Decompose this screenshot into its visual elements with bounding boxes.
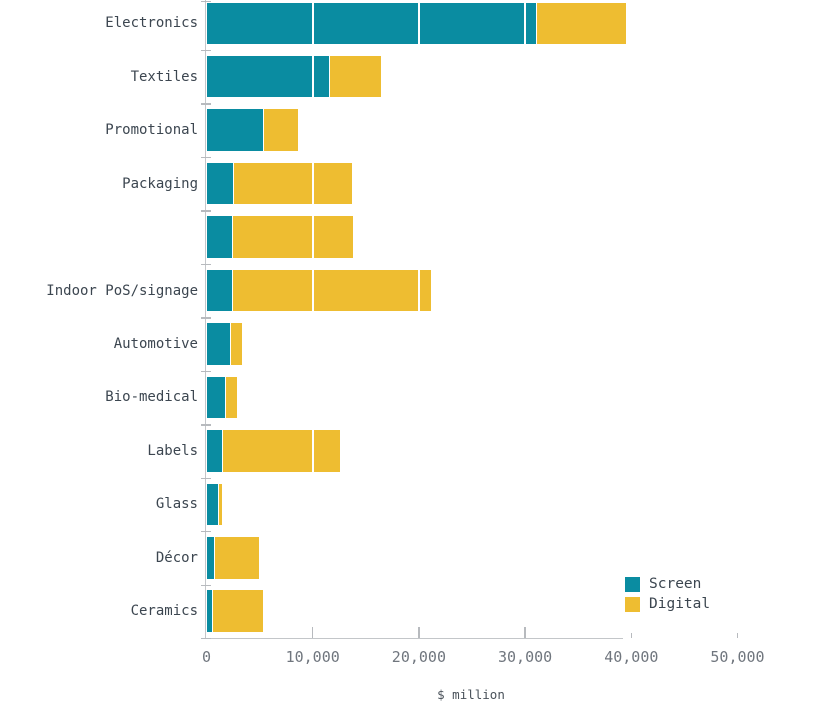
- legend-swatch-screen-icon: [625, 577, 640, 592]
- bar-segment-digital: [231, 269, 431, 312]
- x-tick: [418, 627, 420, 638]
- bar-segment-digital: [231, 216, 354, 258]
- y-axis-line: [204, 0, 207, 639]
- category-label: Electronics: [105, 15, 198, 32]
- x-tick-label: 30,000: [498, 648, 553, 666]
- category-label: Promotional: [105, 122, 198, 139]
- legend: Screen Digital: [625, 577, 710, 612]
- gridline: [311, 0, 314, 638]
- y-tick: [200, 531, 211, 533]
- y-tick: [200, 210, 211, 212]
- bar-segment-screen: [206, 483, 219, 526]
- legend-label-digital: Digital: [649, 596, 711, 612]
- x-tick-label: 10,000: [285, 648, 340, 666]
- category-label: Packaging: [122, 175, 198, 192]
- category-label: [0, 228, 198, 246]
- gridline: [630, 0, 633, 638]
- legend-swatch-digital-icon: [625, 597, 640, 612]
- x-tick-label: 0: [201, 648, 212, 666]
- bar-segment-screen: [206, 269, 232, 312]
- y-tick: [200, 477, 211, 479]
- bar-segment-digital: [222, 430, 341, 472]
- y-tick: [200, 103, 211, 105]
- bar-segment-digital: [328, 55, 381, 98]
- x-tick-label: 40,000: [604, 648, 659, 666]
- y-tick: [200, 50, 211, 52]
- category-label: Bio-medical: [105, 389, 198, 406]
- bar-segment-screen: [206, 376, 225, 419]
- gridline: [417, 0, 420, 638]
- y-tick: [200, 370, 211, 373]
- legend-item-screen: Screen: [625, 577, 710, 592]
- y-tick: [200, 263, 211, 266]
- bar-segment-digital: [229, 323, 242, 365]
- x-tick: [312, 627, 314, 638]
- bar-segment-screen: [206, 537, 214, 579]
- category-label: Décor: [155, 549, 198, 566]
- category-label: Glass: [155, 496, 198, 513]
- bar-segment-screen: [206, 590, 212, 632]
- category-label: Indoor PoS/signage: [46, 282, 198, 299]
- bar-segment-digital: [262, 109, 298, 151]
- bar-segment-screen: [206, 162, 234, 205]
- bar-segment-digital: [218, 483, 223, 526]
- category-label: Automotive: [113, 335, 198, 352]
- category-label: Textiles: [130, 68, 198, 85]
- bar-segment-digital: [211, 590, 263, 632]
- bar-segment-digital: [535, 2, 626, 44]
- legend-label-screen: Screen: [649, 576, 702, 592]
- category-label: Ceramics: [130, 603, 198, 620]
- x-tick: [736, 633, 739, 639]
- gridline: [736, 0, 739, 638]
- bar-segment-digital: [233, 162, 352, 205]
- bar-segment-digital: [224, 376, 238, 419]
- x-axis-line: [204, 638, 624, 640]
- x-tick-label: 20,000: [391, 648, 446, 666]
- y-tick: [200, 637, 211, 640]
- legend-item-digital: Digital: [625, 597, 710, 612]
- bar-segment-screen: [206, 323, 230, 365]
- category-label: Labels: [147, 442, 198, 459]
- bar-segment-screen: [206, 430, 223, 472]
- bar-segment-screen: [206, 55, 329, 98]
- bar-segment-screen: [206, 216, 232, 258]
- y-tick: [200, 0, 211, 2]
- x-tick: [630, 633, 632, 639]
- x-tick: [524, 627, 526, 638]
- x-axis-title: $ million: [437, 687, 505, 702]
- x-tick-label: 50,000: [710, 648, 765, 666]
- bar-segment-digital: [213, 537, 259, 579]
- bar-segment-screen: [206, 2, 536, 44]
- y-tick: [200, 424, 211, 426]
- y-tick: [200, 156, 211, 159]
- y-tick: [200, 317, 211, 319]
- bar-segment-screen: [206, 109, 263, 151]
- gridline: [524, 0, 527, 638]
- y-tick: [200, 584, 211, 586]
